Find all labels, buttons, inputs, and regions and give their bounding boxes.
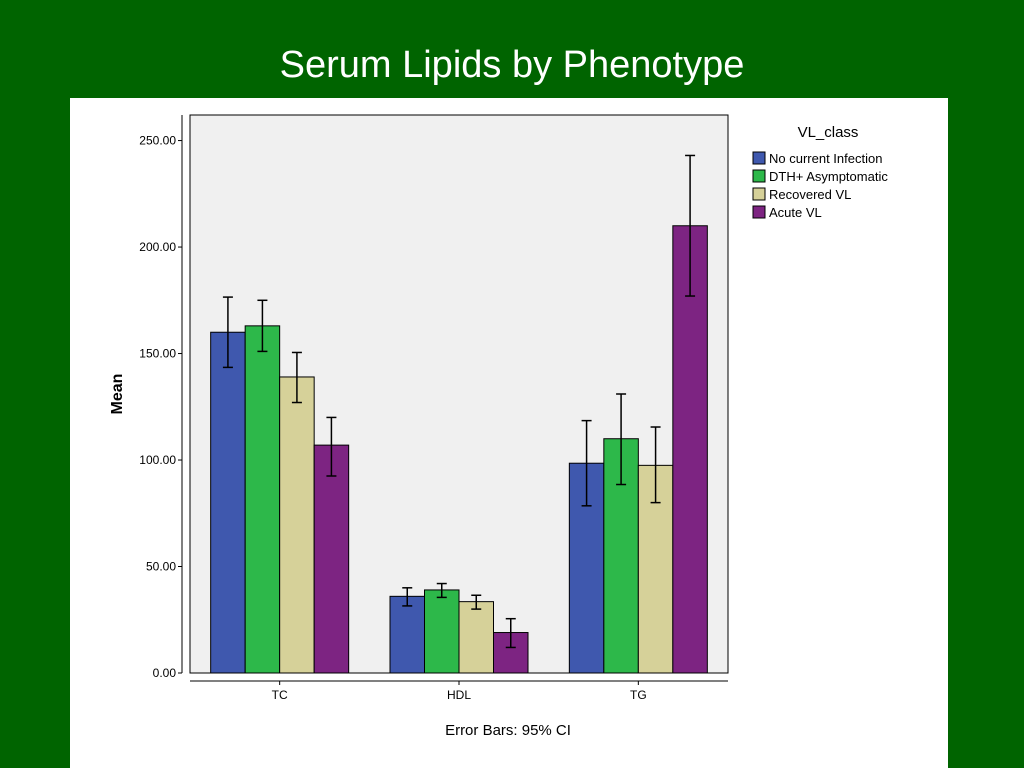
- bar: [424, 589, 460, 674]
- y-tick-label: 0.00: [153, 666, 177, 680]
- bar: [279, 376, 315, 674]
- y-tick-label: 200.00: [139, 240, 176, 254]
- bar: [458, 601, 494, 674]
- bar: [313, 444, 350, 674]
- y-tick-label: 250.00: [139, 134, 176, 148]
- x-tick-label: TG: [630, 688, 647, 702]
- y-axis: 0.00 50.00 100.00 150.00 200.00 250.00: [139, 115, 183, 680]
- legend-swatch: [752, 205, 766, 219]
- chart-panel: 0.00 50.00 100.00 150.00 200.00 250.00 TC HDL T…: [70, 98, 948, 768]
- legend-label: Acute VL: [769, 205, 822, 220]
- legend-swatch: [752, 151, 766, 165]
- y-tick-label: 150.00: [139, 347, 176, 361]
- y-tick-label: 50.00: [146, 560, 176, 574]
- bar: [672, 225, 708, 674]
- x-tick-label: HDL: [447, 688, 471, 702]
- bar: [244, 325, 281, 674]
- legend-label: Recovered VL: [769, 187, 851, 202]
- legend-label: DTH+ Asymptomatic: [769, 169, 888, 184]
- error-bars-footnote: Error Bars: 95% CI: [445, 722, 571, 739]
- legend-swatch: [752, 169, 766, 183]
- legend: VL_class No current Infection DTH+ Asympt…: [752, 124, 888, 220]
- bars-group: [210, 225, 708, 674]
- y-axis-title: Mean: [109, 374, 126, 415]
- bar: [210, 331, 246, 674]
- legend-swatch: [752, 187, 766, 201]
- bar: [389, 595, 425, 674]
- y-tick-label: 100.00: [139, 453, 176, 467]
- error-bars-group: [222, 154, 696, 649]
- x-axis: TC HDL TG: [190, 680, 728, 702]
- legend-label: No current Infection: [769, 151, 882, 166]
- slide-title: Serum Lipids by Phenotype: [279, 44, 745, 86]
- x-tick-label: TC: [272, 688, 288, 702]
- legend-title: VL_class: [798, 124, 859, 141]
